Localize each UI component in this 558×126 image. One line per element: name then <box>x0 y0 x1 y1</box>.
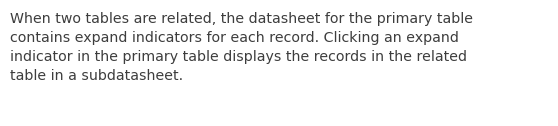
Text: When two tables are related, the datasheet for the primary table
contains expand: When two tables are related, the datashe… <box>10 12 473 83</box>
